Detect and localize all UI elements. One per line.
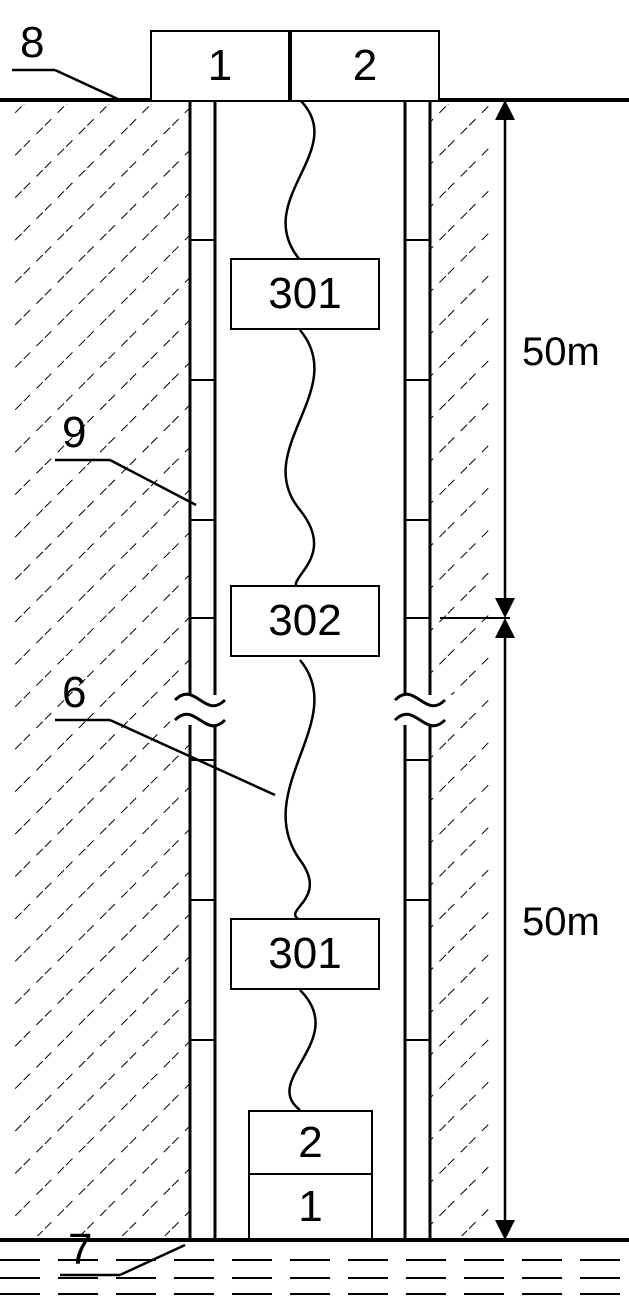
box-301-upper: 301 bbox=[230, 258, 380, 330]
box-301-upper-label: 301 bbox=[268, 269, 341, 319]
dim-lower: 50m bbox=[522, 900, 600, 945]
box-2-top-label: 2 bbox=[353, 41, 377, 91]
label-8: 8 bbox=[20, 18, 44, 68]
label-7: 7 bbox=[68, 1225, 92, 1275]
label-6: 6 bbox=[62, 668, 86, 718]
box-1-top: 1 bbox=[150, 30, 290, 102]
box-301-lower-label: 301 bbox=[268, 929, 341, 979]
box-301-lower: 301 bbox=[230, 918, 380, 990]
dim-upper: 50m bbox=[522, 330, 600, 375]
box-1-top-label: 1 bbox=[208, 41, 232, 91]
well-diagram: 1 2 301 302 301 2 1 8 9 6 7 50m 50m bbox=[0, 0, 629, 1297]
label-9: 9 bbox=[62, 408, 86, 458]
box-2-bottom: 2 bbox=[248, 1110, 373, 1175]
box-302-label: 302 bbox=[268, 596, 341, 646]
box-1-bottom-label: 1 bbox=[298, 1182, 322, 1232]
box-2-top: 2 bbox=[290, 30, 440, 102]
box-2-bottom-label: 2 bbox=[298, 1118, 322, 1168]
box-302: 302 bbox=[230, 585, 380, 657]
box-1-bottom: 1 bbox=[248, 1173, 373, 1240]
